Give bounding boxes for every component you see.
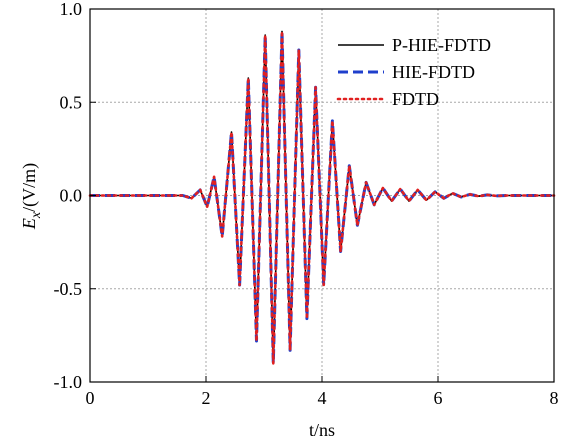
x-tick-label: 8 xyxy=(550,388,559,408)
series-line-fdtd xyxy=(88,30,556,365)
y-tick-label: -1.0 xyxy=(54,372,83,392)
x-tick-label: 2 xyxy=(202,388,211,408)
legend-label: HIE-FDTD xyxy=(392,62,475,82)
legend: P-HIE-FDTD HIE-FDTD FDTD xyxy=(336,35,491,109)
x-axis-title: t/ns xyxy=(309,420,335,440)
legend-label: P-HIE-FDTD xyxy=(392,35,491,55)
y-axis-title: Ex/(V/m) xyxy=(19,163,44,230)
y-axis-symbol: E xyxy=(19,218,39,230)
y-axis-subscript: x xyxy=(29,211,44,219)
y-tick-label: 0.0 xyxy=(60,186,83,206)
series-lines xyxy=(88,29,556,365)
y-tick-label: 0.5 xyxy=(60,92,83,112)
y-tick-label: -0.5 xyxy=(54,279,83,299)
legend-label: FDTD xyxy=(392,89,439,109)
x-tick-label: 4 xyxy=(318,388,327,408)
y-tick-label: 1.0 xyxy=(60,0,83,19)
x-tick-label: 6 xyxy=(434,388,443,408)
y-axis-unit: /(V/m) xyxy=(19,163,40,212)
x-tick-label: 0 xyxy=(86,388,95,408)
axis-ticks: 0 2 4 6 8 1.0 0.5 0.0 -0.5 -1.0 xyxy=(54,0,559,408)
